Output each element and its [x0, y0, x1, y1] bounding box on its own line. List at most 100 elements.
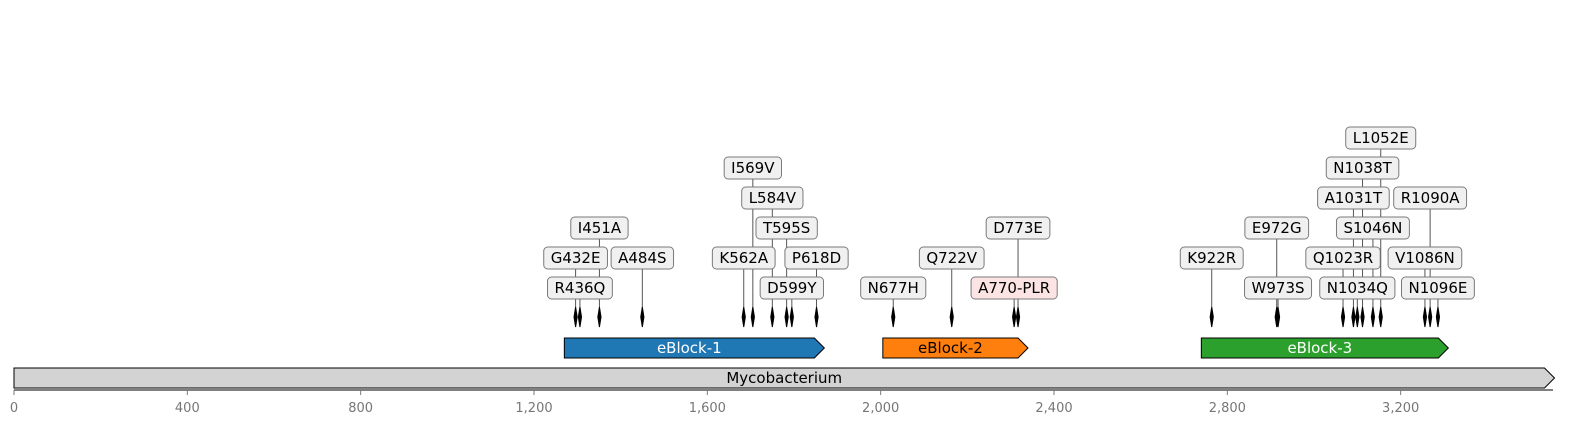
mutation-label-text: K562A [719, 249, 768, 267]
mutation-label-n1096e: N1096E [1400, 276, 1475, 300]
mutation-labels: R436Q G432E I451A A484S K562A I569V L584V D599Y… [543, 126, 1475, 300]
sequence-track: Mycobacterium [13, 367, 1556, 389]
mutation-label-box [1345, 126, 1417, 150]
mutation-label-box [1317, 186, 1390, 210]
mutation-label-l584v: L584V [741, 186, 804, 210]
mutation-label-text: R1090A [1401, 189, 1461, 207]
mutation-label-text: N1034Q [1327, 279, 1388, 297]
mutation-label-text: A770-PLR [978, 279, 1050, 297]
mutation-label-k562a: K562A [711, 246, 776, 270]
mutation-label-text: K922R [1187, 249, 1236, 267]
mutation-label-box [741, 186, 804, 210]
mutation-label-box [547, 276, 613, 300]
mutation-label-box [1335, 216, 1410, 240]
mutation-label-v1086n: V1086N [1387, 246, 1463, 270]
mutation-label-l1052e: L1052E [1345, 126, 1417, 150]
block-track: eBlock-1 eBlock-2 eBlock-3 [563, 337, 1450, 359]
mutation-label-text: D599Y [767, 279, 817, 297]
mutation-label-text: R436Q [555, 279, 606, 297]
mutation-label-box [759, 276, 825, 300]
block-eblock-3 [1200, 337, 1450, 359]
mutation-label-text: L584V [749, 189, 797, 207]
mutation-label-box [1244, 276, 1313, 300]
mutation-marker-v1086n [1422, 306, 1428, 328]
mutation-label-text: A1031T [1325, 189, 1383, 207]
mutation-label-d599y: D599Y [759, 276, 825, 300]
mutation-label-r436q: R436Q [547, 276, 613, 300]
mutation-label-text: S1046N [1343, 219, 1402, 237]
mutation-label-box [860, 276, 927, 300]
mutation-label-box [970, 276, 1058, 300]
block-eblock-2 [882, 337, 1029, 359]
mutation-label-w973s: W973S [1244, 276, 1313, 300]
mutation-marker-e972g [1274, 306, 1279, 328]
axis-tick-label: 400 [175, 401, 200, 416]
mutation-label-text: L1052E [1353, 129, 1409, 147]
mutation-label-g432e: G432E [543, 246, 608, 270]
mutation-label-box [570, 216, 629, 240]
mutation-marker-r1090a [1428, 306, 1433, 328]
sequence-arrow [13, 367, 1556, 389]
mutation-marker-n677h [891, 306, 896, 328]
mutation-label-q1023r: Q1023R [1305, 246, 1381, 270]
mutation-label-r1090a: R1090A [1393, 186, 1468, 210]
mutation-marker-k562a [741, 306, 746, 328]
mutation-label-k922r: K922R [1179, 246, 1244, 270]
mutation-marker-t595s [784, 306, 789, 328]
mutation-marker-d599y [789, 306, 794, 328]
mutation-label-text: I569V [731, 159, 775, 177]
mutation-marker-s1046n [1370, 306, 1376, 328]
mutation-label-box [1400, 276, 1475, 300]
mutation-label-q722v: Q722V [918, 246, 985, 270]
mutation-label-n1038t: N1038T [1325, 156, 1400, 180]
block-eblock-1 [563, 337, 826, 359]
mutation-label-box [755, 216, 818, 240]
mutation-label-text: N677H [868, 279, 919, 297]
axis-tick-label: 3,200 [1382, 401, 1419, 416]
sequence-label: Mycobacterium [726, 369, 842, 387]
axis-tick-label: 0 [10, 401, 18, 416]
position-axis: 0 400 800 1,200 1,600 2,000 2,400 2,800 3,200 [10, 389, 1553, 416]
mutation-marker-r436q [577, 306, 583, 328]
mutation-label-box [1387, 246, 1463, 270]
mutation-label-box [1244, 216, 1310, 240]
mutation-marker-a770-plr [1012, 306, 1017, 328]
mutation-marker-q1023r [1340, 306, 1346, 328]
axis-tick-label: 1,200 [515, 401, 552, 416]
mutation-label-box [1393, 186, 1468, 210]
mutation-label-text: E972G [1252, 219, 1302, 237]
mutation-marker-d773e [1015, 306, 1021, 328]
mutation-marker-q722v [949, 306, 954, 328]
mutation-label-box [711, 246, 776, 270]
mutation-marker-a1031t [1351, 306, 1356, 328]
mutation-label-box [610, 246, 675, 270]
mutation-label-text: I451A [578, 219, 622, 237]
mutation-marker-l1052e [1378, 306, 1383, 328]
mutation-label-text: V1086N [1395, 249, 1455, 267]
axis-tick-label: 1,600 [689, 401, 726, 416]
mutation-label-box [1305, 246, 1381, 270]
mutation-label-p618d: P618D [784, 246, 849, 270]
mutation-label-text: P618D [792, 249, 841, 267]
mutation-label-box [784, 246, 849, 270]
mutation-marker-l584v [770, 306, 775, 328]
mutation-marker-n1034q [1355, 306, 1360, 328]
mutation-label-text: Q1023R [1313, 249, 1373, 267]
mutation-label-text: N1038T [1333, 159, 1392, 177]
mutation-marker-p618d [814, 306, 819, 328]
block-label: eBlock-3 [1287, 339, 1352, 357]
mutation-label-text: A484S [618, 249, 666, 267]
mutation-marker-i451a [597, 306, 602, 328]
mutation-markers [573, 306, 1441, 328]
mutation-label-text: W973S [1252, 279, 1305, 297]
mutation-label-i451a: I451A [570, 216, 629, 240]
mutation-label-text: T595S [762, 219, 810, 237]
mutation-label-t595s: T595S [755, 216, 818, 240]
mutation-marker-k922r [1209, 306, 1214, 328]
mutation-label-box [1319, 276, 1396, 300]
mutation-label-a770-plr: A770-PLR [970, 276, 1058, 300]
axis-tick-label: 800 [348, 401, 373, 416]
mutation-label-text: G432E [551, 249, 601, 267]
mutation-label-d773e: D773E [985, 216, 1051, 240]
mutation-label-box [543, 246, 608, 270]
